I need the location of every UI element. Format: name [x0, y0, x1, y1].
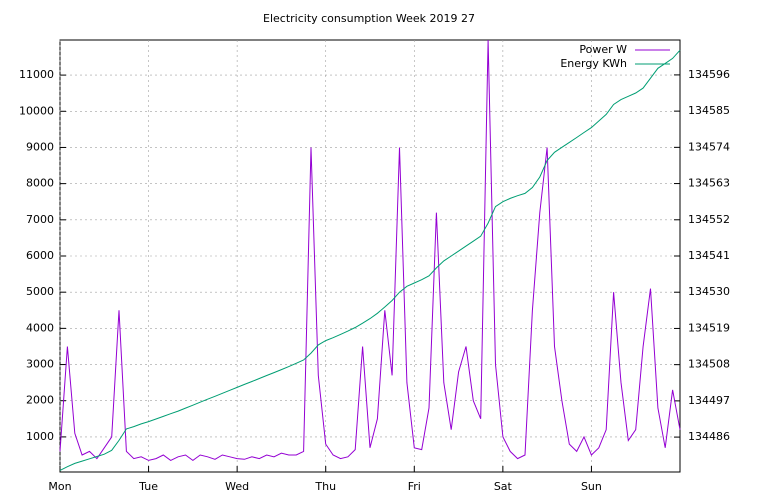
y2-tick-label: 134574: [688, 140, 730, 153]
y-tick-label: 1000: [26, 430, 54, 443]
y-tick-label: 3000: [26, 358, 54, 371]
y2-tick-label: 134552: [688, 213, 730, 226]
x-tick-label: Mon: [48, 480, 71, 493]
y2-tick-label: 134596: [688, 68, 730, 81]
y-tick-label: 11000: [19, 68, 54, 81]
x-tick-label: Sat: [494, 480, 513, 493]
x-tick-label: Fri: [408, 480, 421, 493]
y2-tick-label: 134497: [688, 394, 730, 407]
x-tick-label: Tue: [138, 480, 158, 493]
y2-tick-label: 134508: [688, 358, 730, 371]
y2-tick-label: 134530: [688, 285, 730, 298]
y-tick-label: 8000: [26, 177, 54, 190]
series-line: [59, 49, 681, 471]
y-tick-label: 5000: [26, 285, 54, 298]
legend-label: Energy KWh: [560, 57, 627, 70]
y-tick-label: 2000: [26, 394, 54, 407]
legend-label: Power W: [579, 43, 627, 56]
series-line: [59, 39, 681, 462]
x-tick-label: Wed: [225, 480, 249, 493]
y-tick-label: 6000: [26, 249, 54, 262]
y2-tick-label: 134585: [688, 104, 730, 117]
y2-tick-label: 134519: [688, 321, 730, 334]
x-tick-label: Thu: [314, 480, 336, 493]
chart-title: Electricity consumption Week 2019 27: [263, 12, 475, 25]
x-tick-label: Sun: [581, 480, 602, 493]
y-tick-label: 9000: [26, 140, 54, 153]
y2-tick-label: 134541: [688, 249, 730, 262]
y-tick-label: 10000: [19, 104, 54, 117]
y2-tick-label: 134563: [688, 177, 730, 190]
y-tick-label: 4000: [26, 321, 54, 334]
y-tick-label: 7000: [26, 213, 54, 226]
y2-tick-label: 134486: [688, 430, 730, 443]
